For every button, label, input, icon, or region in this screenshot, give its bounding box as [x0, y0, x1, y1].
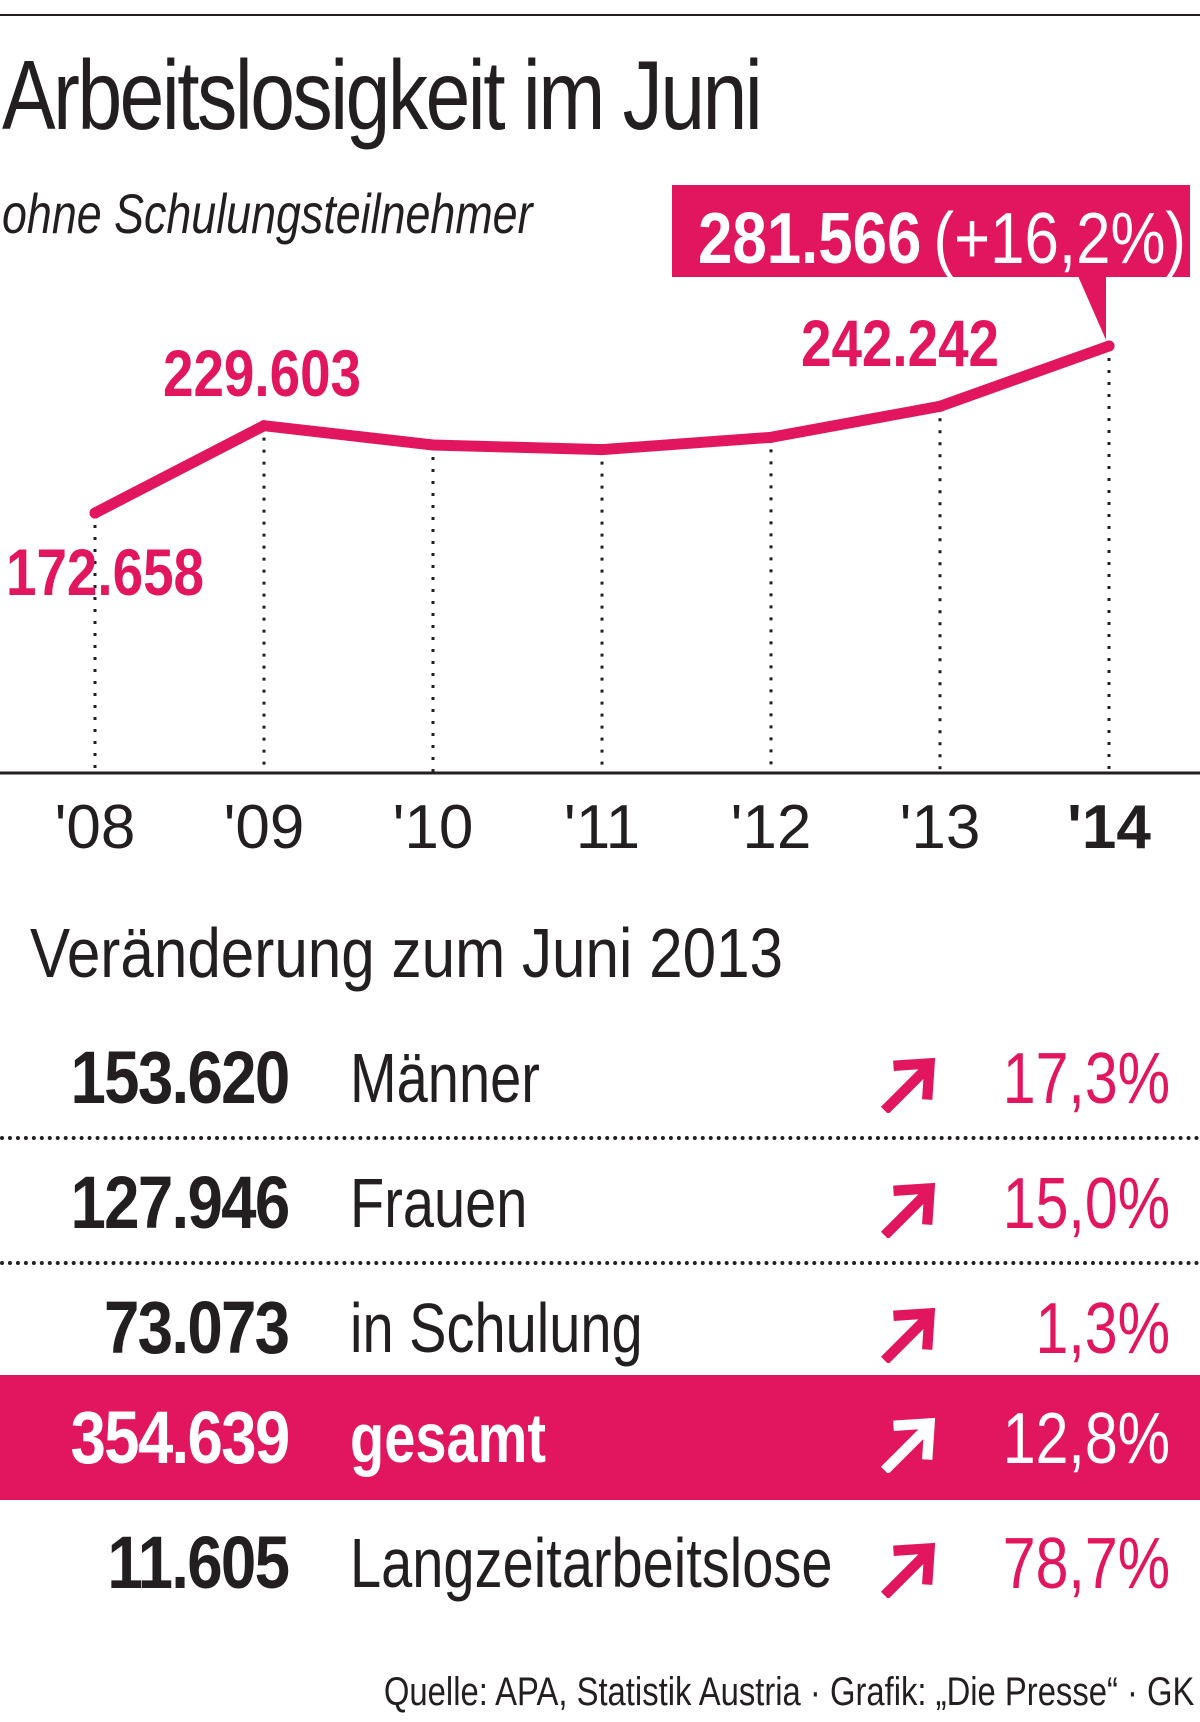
- up-right-arrow-icon: [880, 1307, 936, 1363]
- callout-box: [672, 185, 1190, 277]
- top-rule: [0, 14, 1200, 16]
- up-right-arrow-icon: [880, 1057, 936, 1113]
- row-change: 1,3%: [1035, 1289, 1170, 1369]
- x-tick-label: '10: [393, 793, 474, 862]
- data-point: [934, 400, 946, 412]
- line-chart: 172.658 229.603 242.242 '08 '09 '10 '11 '12 '13…: [0, 185, 1200, 862]
- data-point: [765, 431, 777, 443]
- stats-row: 153.620 Männer 17,3%: [0, 1015, 1200, 1140]
- data-point: [258, 420, 270, 432]
- stats-table: 153.620 Männer 17,3% 127.946 Frauen 15,0…: [0, 1015, 1200, 1625]
- data-point: [1103, 340, 1115, 352]
- x-tick-labels: '08 '09 '10 '11 '12 '13 '14: [55, 793, 1152, 862]
- callout-change: (+16,2%): [933, 199, 1186, 279]
- callout-value: 281.566: [698, 199, 921, 279]
- row-change: 17,3%: [1002, 1039, 1170, 1119]
- row-change: 78,7%: [1002, 1524, 1170, 1604]
- row-number: 153.620: [69, 1036, 290, 1119]
- stats-row: 73.073 in Schulung 1,3%: [0, 1265, 1200, 1375]
- row-number: 127.946: [69, 1161, 290, 1244]
- row-number: 73.073: [103, 1286, 290, 1369]
- row-change: 15,0%: [1002, 1164, 1170, 1244]
- row-change: 12,8%: [1002, 1399, 1170, 1479]
- data-point: [427, 439, 439, 451]
- data-label: 229.603: [163, 336, 361, 410]
- row-label: in Schulung: [350, 1289, 643, 1367]
- stats-row: 127.946 Frauen 15,0%: [0, 1140, 1200, 1265]
- data-points: [89, 340, 1115, 519]
- row-label: Langzeitarbeitslose: [350, 1524, 833, 1602]
- up-right-arrow-icon: [880, 1182, 936, 1238]
- data-point: [596, 444, 608, 456]
- data-labels: 172.658 229.603 242.242: [6, 306, 999, 609]
- row-number: 354.639: [69, 1396, 290, 1479]
- section-title: Veränderung zum Juni 2013: [30, 914, 784, 992]
- source-credit: Quelle: APA, Statistik Austria · Grafik:…: [383, 1670, 1194, 1714]
- callout-text: 281.566(+16,2%): [698, 199, 1186, 279]
- x-tick-label: '09: [224, 793, 305, 862]
- data-point: [89, 507, 101, 519]
- stats-row: 11.605 Langzeitarbeitslose 78,7%: [0, 1500, 1200, 1625]
- up-right-arrow-icon: [880, 1542, 936, 1598]
- x-tick-label: '14: [1067, 793, 1151, 862]
- x-tick-label: '11: [564, 793, 640, 862]
- chart-title: Arbeitslosigkeit im Juni: [2, 40, 763, 150]
- stats-row-total: 354.639 gesamt 12,8%: [0, 1375, 1200, 1500]
- chart-subtitle: ohne Schulungsteilnehmer: [2, 182, 533, 245]
- row-label: Männer: [350, 1039, 540, 1117]
- grid-lines: [93, 346, 1111, 773]
- x-tick-label: '12: [731, 793, 812, 862]
- callout-pointer: [1078, 276, 1106, 340]
- up-right-arrow-icon: [880, 1417, 936, 1473]
- row-label: Frauen: [350, 1164, 528, 1242]
- row-number: 11.605: [107, 1521, 290, 1604]
- x-tick-label: '08: [55, 793, 136, 862]
- data-label: 242.242: [801, 306, 999, 380]
- row-label: gesamt: [350, 1399, 547, 1477]
- x-tick-label: '13: [900, 793, 981, 862]
- callout: 281.566(+16,2%): [672, 185, 1190, 340]
- data-label: 172.658: [6, 535, 204, 609]
